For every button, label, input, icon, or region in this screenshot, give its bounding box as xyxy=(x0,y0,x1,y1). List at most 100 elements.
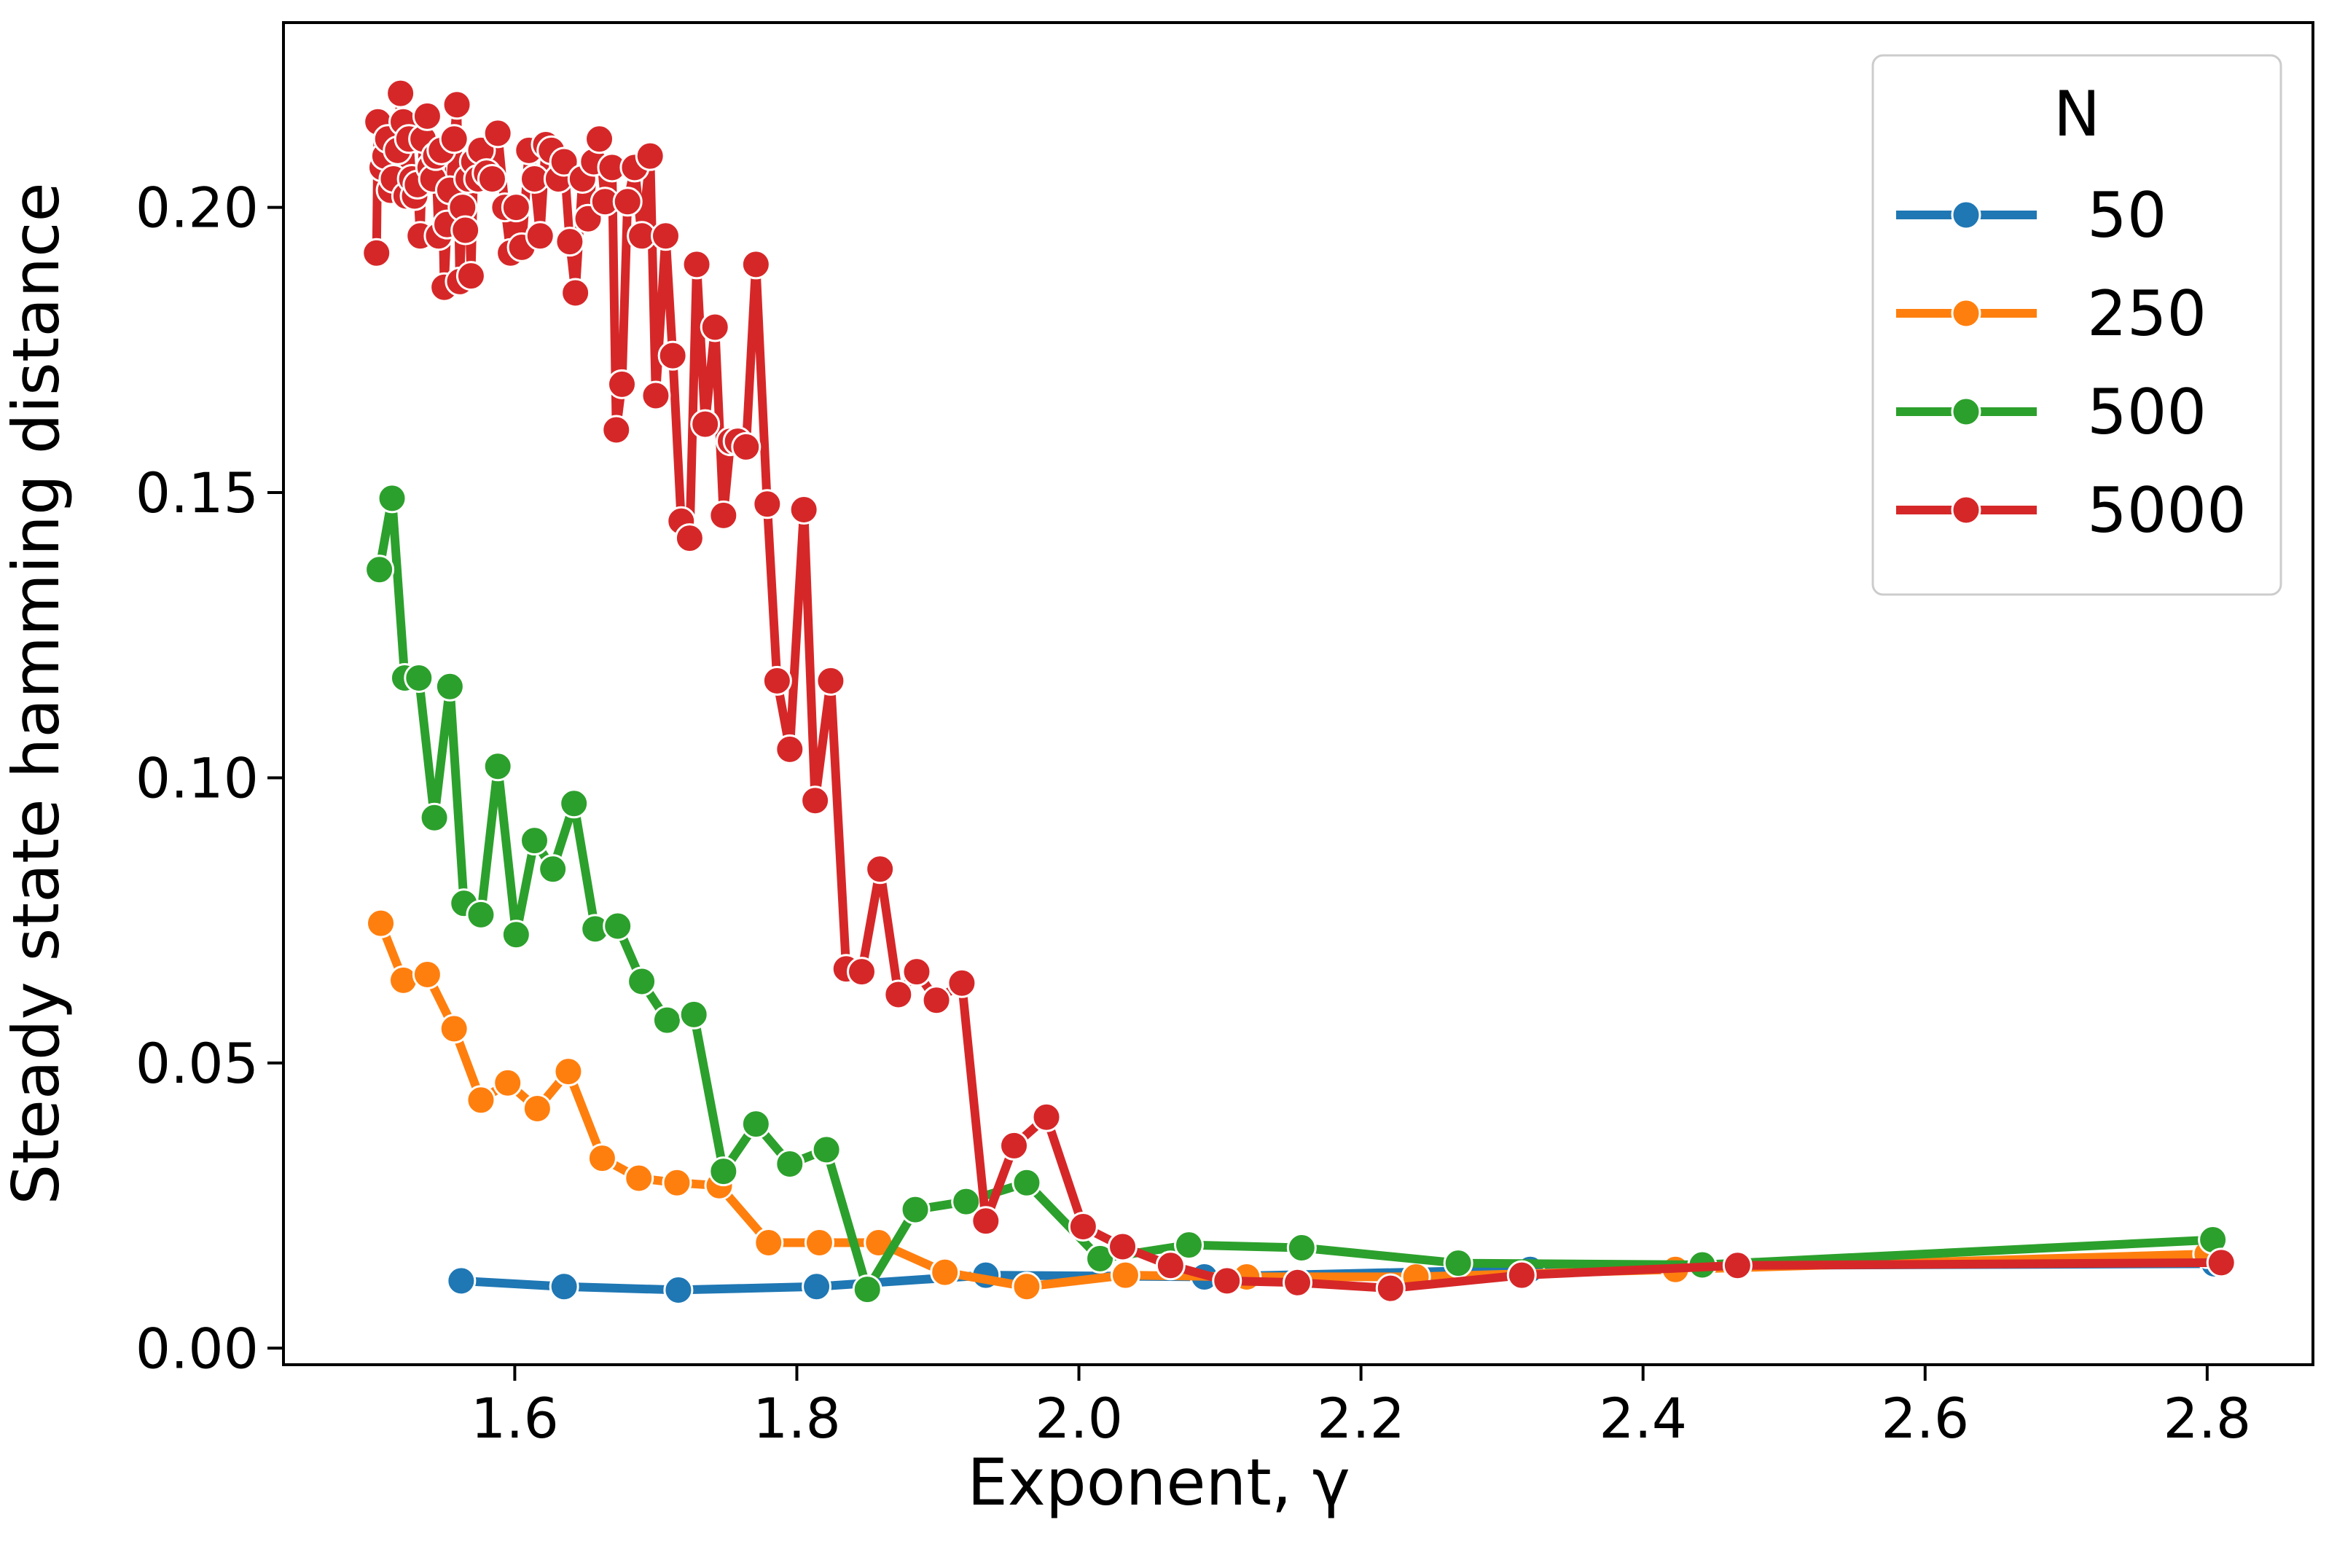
marker xyxy=(603,911,633,941)
marker xyxy=(446,1266,477,1296)
marker xyxy=(466,1085,496,1116)
marker xyxy=(553,1057,584,1087)
marker xyxy=(883,979,914,1010)
y-tick-label: 0.10 xyxy=(136,745,259,810)
marker xyxy=(419,802,450,833)
marker xyxy=(635,141,665,171)
legend-box xyxy=(1871,54,2282,596)
marker xyxy=(762,665,792,696)
x-tick-label: 2.6 xyxy=(1881,1386,1969,1451)
legend-label: 50 xyxy=(2087,179,2166,252)
marker xyxy=(522,1094,552,1124)
marker xyxy=(811,1134,842,1165)
marker xyxy=(678,999,709,1030)
marker xyxy=(731,431,762,462)
marker xyxy=(385,78,416,109)
x-tick-label: 1.8 xyxy=(753,1386,841,1451)
marker xyxy=(971,1206,1001,1236)
legend-marker xyxy=(1951,298,1981,329)
legend: N 50 250 500 5000 xyxy=(1871,54,2282,596)
marker xyxy=(1068,1212,1098,1242)
marker xyxy=(663,1274,694,1305)
marker xyxy=(1212,1266,1242,1296)
marker xyxy=(439,1014,469,1044)
marker xyxy=(753,1227,784,1258)
marker xyxy=(852,1274,882,1305)
marker xyxy=(493,1067,523,1098)
series xyxy=(364,483,2228,1305)
x-tick-label: 2.0 xyxy=(1035,1386,1123,1451)
marker xyxy=(366,908,396,938)
marker xyxy=(404,662,434,693)
marker xyxy=(815,665,846,696)
x-axis-label: Exponent, γ xyxy=(967,1445,1350,1520)
x-tick-label: 1.6 xyxy=(471,1386,559,1451)
marker xyxy=(519,826,549,856)
marker xyxy=(804,1227,834,1258)
marker xyxy=(999,1130,1030,1161)
marker xyxy=(947,968,977,998)
marker xyxy=(740,1109,771,1140)
marker xyxy=(775,734,805,764)
marker xyxy=(641,380,671,411)
legend-marker xyxy=(1951,396,1981,427)
marker xyxy=(1443,1248,1473,1279)
legend-label: 5000 xyxy=(2087,474,2247,547)
marker xyxy=(525,221,555,251)
marker xyxy=(1283,1267,1313,1298)
marker xyxy=(455,261,486,291)
marker xyxy=(549,1271,579,1302)
legend-marker xyxy=(1951,200,1981,230)
marker xyxy=(377,483,407,514)
series xyxy=(361,78,2236,1304)
marker xyxy=(559,788,590,819)
marker xyxy=(501,920,531,950)
marker xyxy=(442,90,472,120)
marker xyxy=(681,249,712,280)
marker xyxy=(612,187,643,217)
marker xyxy=(560,278,591,308)
legend-label: 250 xyxy=(2087,278,2207,350)
marker xyxy=(1174,1230,1205,1261)
marker xyxy=(439,124,469,154)
marker xyxy=(651,1005,682,1035)
marker xyxy=(584,124,615,154)
plot-frame xyxy=(282,21,2314,1366)
marker xyxy=(708,1156,739,1187)
marker xyxy=(1031,1102,1062,1132)
marker xyxy=(1011,1271,1042,1302)
x-tick-label: 2.4 xyxy=(1599,1386,1687,1451)
legend-label: 500 xyxy=(2087,376,2207,449)
x-tick-label: 2.8 xyxy=(2163,1386,2251,1451)
series-line xyxy=(376,921,2207,1291)
marker xyxy=(501,192,531,223)
marker xyxy=(1108,1231,1138,1262)
marker xyxy=(1110,1260,1140,1290)
legend-marker xyxy=(1951,495,1981,525)
marker xyxy=(900,1194,931,1225)
marker xyxy=(1722,1250,1753,1281)
marker xyxy=(650,221,681,251)
marker xyxy=(657,340,688,371)
marker xyxy=(802,1271,832,1302)
marker xyxy=(865,854,896,885)
series-line xyxy=(375,493,2213,1294)
marker xyxy=(921,985,952,1016)
marker xyxy=(482,118,513,149)
marker xyxy=(708,500,739,530)
marker xyxy=(477,163,507,194)
marker xyxy=(930,1257,960,1287)
marker xyxy=(690,409,721,439)
series xyxy=(366,908,2223,1302)
marker xyxy=(627,966,657,997)
marker xyxy=(549,146,579,177)
marker xyxy=(601,415,632,445)
marker xyxy=(662,1167,692,1198)
legend-title: N xyxy=(2054,78,2100,151)
marker xyxy=(482,751,513,782)
marker xyxy=(1375,1273,1406,1304)
marker xyxy=(434,671,465,702)
marker xyxy=(606,369,637,399)
